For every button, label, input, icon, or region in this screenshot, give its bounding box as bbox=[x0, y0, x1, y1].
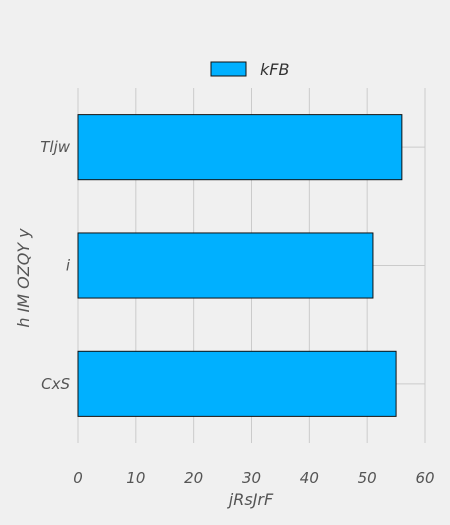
y-tick-label: Tljw bbox=[40, 138, 70, 156]
x-tick-label: 50 bbox=[358, 469, 377, 487]
x-tick-label: 10 bbox=[126, 469, 145, 487]
x-tick-label: 40 bbox=[300, 469, 319, 487]
x-tick-label: 60 bbox=[415, 469, 434, 487]
x-tick-label: 30 bbox=[242, 469, 261, 487]
bar bbox=[77, 232, 374, 299]
bar bbox=[77, 114, 403, 181]
x-tick-label: 20 bbox=[184, 469, 203, 487]
bar bbox=[77, 350, 397, 417]
legend: kFB bbox=[210, 60, 289, 79]
bars bbox=[77, 114, 403, 417]
y-tick-label: i bbox=[66, 257, 71, 275]
y-tick-labels: Tljw i CxS bbox=[40, 138, 71, 393]
y-axis-label: h IM OZQY y bbox=[14, 228, 33, 328]
y-tick-label: CxS bbox=[41, 375, 70, 393]
x-tick-labels: 0 10 20 30 40 50 60 bbox=[73, 469, 434, 487]
x-tick-label: 0 bbox=[73, 469, 83, 487]
legend-label: kFB bbox=[260, 60, 289, 79]
x-axis-label: jRsJrF bbox=[227, 490, 274, 509]
legend-swatch bbox=[210, 61, 247, 77]
